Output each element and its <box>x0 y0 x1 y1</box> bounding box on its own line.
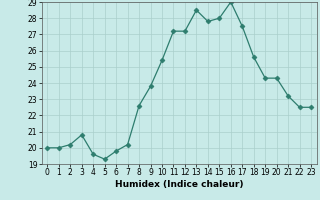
X-axis label: Humidex (Indice chaleur): Humidex (Indice chaleur) <box>115 180 244 189</box>
